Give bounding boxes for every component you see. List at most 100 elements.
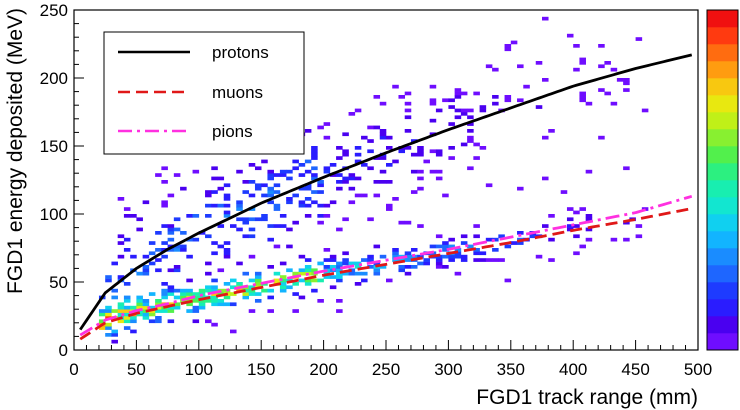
heatmap-cell (448, 156, 455, 160)
heatmap-cell (454, 88, 462, 92)
heatmap-cell (273, 207, 281, 211)
heatmap-cell (398, 265, 406, 269)
heatmap-cell (242, 220, 250, 225)
heatmap-cell (598, 64, 605, 69)
heatmap-cell (236, 203, 243, 208)
heatmap-cell (217, 268, 225, 273)
heatmap-cell (566, 217, 574, 222)
heatmap-cell (329, 258, 337, 262)
heatmap-cell (167, 319, 175, 324)
heatmap-cell (155, 173, 162, 177)
heatmap-cell (279, 275, 287, 279)
heatmap-cell (623, 166, 630, 171)
heatmap-cell (248, 234, 256, 239)
heatmap-cell (304, 268, 312, 273)
x-axis-title: FGD1 track range (mm) (476, 386, 698, 409)
heatmap-cell (417, 176, 424, 181)
heatmap-cell (98, 319, 106, 324)
heatmap-cell (142, 316, 150, 320)
heatmap-cell (304, 203, 312, 208)
heatmap-cell (635, 224, 643, 228)
heatmap-cell (211, 166, 218, 171)
heatmap-cell (573, 67, 580, 72)
heatmap-cell (254, 299, 262, 303)
heatmap-cell (635, 234, 643, 239)
heatmap-cell (635, 37, 643, 41)
heatmap-cell (123, 214, 131, 218)
heatmap-cell (467, 129, 474, 133)
heatmap-cell (336, 186, 343, 191)
heatmap-cell (560, 190, 568, 194)
heatmap-cell (292, 282, 299, 286)
y-axis: 0 50 100 150 200 250 (40, 1, 84, 360)
heatmap-cell (423, 159, 430, 164)
colorbar-segment (707, 146, 738, 164)
heatmap-cell (473, 156, 480, 160)
heatmap-cell (329, 163, 337, 167)
heatmap-cell (130, 214, 137, 218)
heatmap-cell (361, 163, 368, 167)
heatmap-cell (98, 312, 106, 317)
heatmap-cell (329, 200, 337, 205)
heatmap-cell (273, 190, 281, 194)
heatmap-cell (286, 227, 293, 232)
heatmap-cell (130, 319, 137, 324)
heatmap-cell (279, 169, 287, 174)
heatmap-cell (398, 258, 406, 262)
heatmap-cell (148, 241, 156, 245)
heatmap-cell (585, 214, 593, 218)
heatmap-cell (142, 302, 150, 307)
heatmap-cell (479, 105, 487, 109)
heatmap-cell (467, 135, 474, 140)
heatmap-cell (242, 190, 250, 194)
heatmap-cell (386, 180, 393, 184)
heatmap-cell (217, 186, 225, 191)
heatmap-cell (410, 169, 418, 174)
heatmap-cell (454, 251, 462, 256)
heatmap-cell (317, 183, 324, 188)
heatmap-cell (117, 302, 125, 307)
heatmap-cell (373, 193, 381, 198)
heatmap-cell (267, 265, 274, 269)
heatmap-cell (386, 163, 393, 167)
heatmap-cell (485, 183, 493, 188)
heatmap-cell (236, 261, 243, 266)
colorbar-segment (707, 44, 738, 62)
heatmap-cell (354, 261, 362, 266)
heatmap-cell (167, 305, 175, 310)
heatmap-cell (173, 217, 181, 222)
x-tick-label: 500 (684, 360, 712, 379)
heatmap-cell (485, 258, 493, 262)
heatmap-cell (105, 312, 112, 317)
heatmap-cell (211, 302, 218, 307)
heatmap-cell (535, 105, 543, 109)
x-tick-label: 200 (309, 360, 337, 379)
heatmap-cell (542, 16, 549, 21)
heatmap-cell (192, 305, 200, 310)
heatmap-cell (429, 244, 437, 249)
heatmap-cell (498, 258, 505, 262)
heatmap-cell (230, 292, 237, 296)
heatmap-cell (211, 299, 218, 303)
heatmap-cell (248, 227, 256, 232)
x-tick-label: 50 (127, 360, 146, 379)
colorbar-segment (707, 10, 738, 28)
heatmap-cell (223, 254, 231, 259)
heatmap-cell (192, 319, 200, 324)
heatmap-cell (417, 152, 424, 157)
heatmap-cell (142, 312, 150, 317)
heatmap-cell (336, 261, 343, 266)
heatmap-cell (298, 254, 306, 259)
heatmap-cell (367, 125, 374, 130)
heatmap-cell (161, 309, 168, 313)
colorbar-segment (707, 112, 738, 130)
heatmap-cell (454, 115, 462, 120)
heatmap-cell (167, 285, 175, 290)
heatmap-cell (236, 169, 243, 174)
heatmap-cell (186, 309, 193, 313)
heatmap-cell (211, 292, 218, 296)
heatmap-cell (167, 231, 175, 235)
heatmap-cell (361, 278, 368, 283)
heatmap-cell (573, 234, 580, 239)
heatmap-cell (148, 292, 156, 296)
